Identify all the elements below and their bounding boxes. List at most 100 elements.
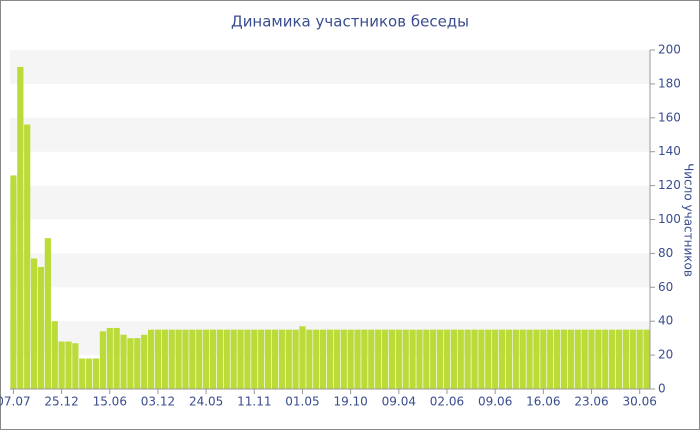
grid-band xyxy=(10,50,650,84)
x-tick-label: 24.05 xyxy=(189,395,223,409)
bar xyxy=(203,329,210,389)
bar xyxy=(120,334,127,389)
bar xyxy=(347,329,354,389)
bar xyxy=(512,329,519,389)
bar xyxy=(430,329,437,389)
bar xyxy=(368,329,375,389)
chart-title: Динамика участников беседы xyxy=(231,13,469,31)
bar xyxy=(423,329,430,389)
bar xyxy=(86,358,93,389)
bar xyxy=(395,329,402,389)
bar xyxy=(285,329,292,389)
bar xyxy=(615,329,623,389)
y-tick-label: 180 xyxy=(658,76,681,90)
bar xyxy=(354,329,361,389)
bar xyxy=(526,329,533,389)
bar xyxy=(161,329,168,389)
x-tick-label: 11.11 xyxy=(237,395,271,409)
bar xyxy=(182,329,189,389)
bar xyxy=(51,321,58,389)
y-tick-label: 160 xyxy=(658,110,681,124)
y-tick-label: 0 xyxy=(658,382,666,396)
bar xyxy=(292,329,299,389)
bar xyxy=(595,329,602,389)
bar xyxy=(443,329,451,389)
bar xyxy=(567,329,574,389)
bar xyxy=(464,329,471,389)
bar xyxy=(313,329,320,389)
bar xyxy=(629,329,636,389)
y-tick-label: 100 xyxy=(658,212,681,226)
bar xyxy=(547,329,554,389)
bar xyxy=(17,66,24,389)
x-tick-label: 07.07 xyxy=(0,395,31,409)
x-tick-label: 02.06 xyxy=(430,395,464,409)
bar xyxy=(306,329,313,389)
bar xyxy=(58,341,65,389)
bar xyxy=(375,329,382,389)
bar xyxy=(271,329,279,389)
bar xyxy=(388,329,396,389)
bar xyxy=(588,329,595,389)
x-tick-label: 30.06 xyxy=(622,395,656,409)
bar xyxy=(416,329,423,389)
bar xyxy=(99,331,106,389)
bar xyxy=(485,329,492,389)
bar xyxy=(223,329,230,389)
grid-band xyxy=(10,117,650,152)
bar xyxy=(237,329,244,389)
bar xyxy=(106,327,113,389)
bar xyxy=(30,258,38,389)
bar xyxy=(299,326,306,389)
bar xyxy=(154,329,162,389)
y-tick-label: 20 xyxy=(658,348,673,362)
bar xyxy=(134,338,141,389)
bar xyxy=(141,334,148,389)
bar xyxy=(622,329,630,389)
bar xyxy=(492,329,499,389)
bar xyxy=(24,124,31,389)
x-tick-label: 09.06 xyxy=(478,395,512,409)
grid-band xyxy=(10,185,650,220)
bar xyxy=(505,329,513,389)
bar xyxy=(340,329,347,389)
bar xyxy=(381,329,389,389)
grid-band xyxy=(10,253,650,288)
y-tick-label: 40 xyxy=(658,314,673,328)
bar xyxy=(519,329,526,389)
bar xyxy=(278,329,285,389)
bar xyxy=(44,238,51,389)
bar xyxy=(609,329,616,389)
bar xyxy=(113,327,120,389)
bar xyxy=(92,358,100,389)
y-tick-label: 120 xyxy=(658,178,681,192)
bar xyxy=(196,329,203,389)
bar xyxy=(574,329,581,389)
bar xyxy=(560,329,568,389)
x-tick-label: 16.06 xyxy=(526,395,560,409)
x-tick-label: 25.12 xyxy=(44,395,78,409)
bar xyxy=(127,338,134,389)
x-tick-label: 03.12 xyxy=(141,395,175,409)
bar xyxy=(581,329,588,389)
bar xyxy=(643,329,650,389)
bar xyxy=(251,329,258,389)
bar xyxy=(636,329,643,389)
bar xyxy=(147,329,155,389)
x-tick-label: 19.10 xyxy=(333,395,367,409)
bar xyxy=(65,341,72,389)
bar xyxy=(258,329,265,389)
bar xyxy=(320,329,327,389)
bar xyxy=(333,329,340,389)
bar xyxy=(540,329,547,389)
bar xyxy=(409,329,416,389)
bar xyxy=(602,329,609,389)
plot: 0 20 40 60 80 100 120 140 160 180 200 07.07 25.12 15.… xyxy=(0,43,681,409)
y-tick-label: 80 xyxy=(658,246,673,260)
y-axis-label: Число участников xyxy=(682,163,696,277)
bar xyxy=(457,329,464,389)
y-tick-label: 200 xyxy=(658,43,681,57)
bar xyxy=(10,175,17,389)
bar xyxy=(209,329,217,389)
